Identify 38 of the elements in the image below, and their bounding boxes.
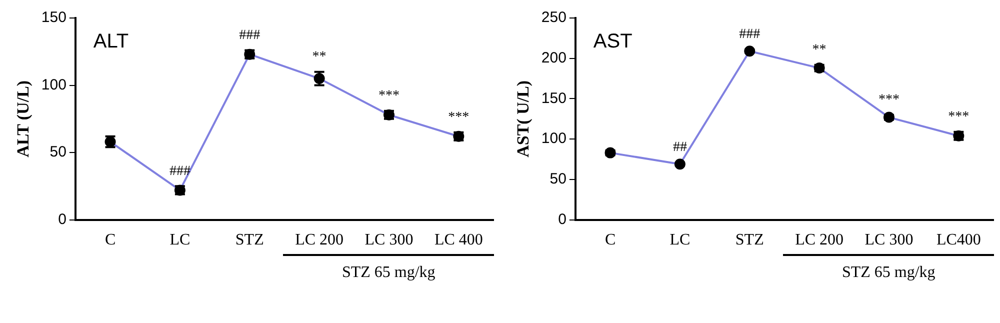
x-tick-label: LC 200 xyxy=(795,232,844,249)
y-tick-label: 0 xyxy=(58,210,66,228)
y-tick-label: 150 xyxy=(41,9,66,26)
x-tick-label: LC400 xyxy=(936,232,981,249)
annotation: ## xyxy=(672,140,687,156)
annotation: ### xyxy=(739,27,760,42)
annotation: ### xyxy=(239,28,260,43)
annotation: ** xyxy=(312,49,326,64)
text: STZ 65 mg/kg xyxy=(840,264,936,282)
x-tick-label: LC xyxy=(170,232,190,249)
annotation: *** xyxy=(448,110,470,126)
x-tick-label: LC 300 xyxy=(364,232,414,249)
x-tick-label: C xyxy=(104,232,116,249)
x-tick-label: LC 300 xyxy=(864,232,914,249)
y-tick-label: 100 xyxy=(541,130,566,148)
y-axis-title: AST( U/L) xyxy=(514,80,533,158)
annotation: ** xyxy=(812,42,826,58)
y-axis-title: ALT (U/L) xyxy=(14,80,33,158)
y-tick-label: 50 xyxy=(50,144,66,161)
annotation: *** xyxy=(378,88,400,104)
x-tick-label: STZ xyxy=(735,232,764,249)
y-tick-label: 150 xyxy=(541,90,566,107)
y-tick-label: 0 xyxy=(558,210,566,228)
x-tick-label: LC xyxy=(670,232,690,249)
y-tick-label: 250 xyxy=(541,9,566,26)
y-tick-label: 50 xyxy=(550,170,566,188)
annotation: ### xyxy=(169,164,190,179)
text: ALT xyxy=(93,30,129,53)
annotation: *** xyxy=(878,92,900,108)
x-tick-label: STZ xyxy=(235,232,264,249)
y-tick-label: 100 xyxy=(41,76,66,94)
x-tick-label: LC 200 xyxy=(295,232,344,249)
x-tick-label: LC 400 xyxy=(434,232,483,249)
text: AST xyxy=(593,30,632,53)
x-tick-label: C xyxy=(604,232,616,249)
annotation: *** xyxy=(948,109,970,124)
y-tick-label: 200 xyxy=(541,50,566,66)
text: STZ 65 mg/kg xyxy=(340,264,436,282)
